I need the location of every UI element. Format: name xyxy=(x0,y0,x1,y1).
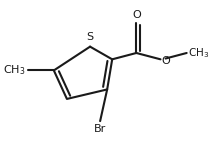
Text: CH$_3$: CH$_3$ xyxy=(3,64,26,77)
Text: S: S xyxy=(86,32,94,42)
Text: O: O xyxy=(132,10,141,20)
Text: Br: Br xyxy=(94,124,106,134)
Text: O: O xyxy=(162,56,170,66)
Text: CH$_3$: CH$_3$ xyxy=(188,46,209,60)
